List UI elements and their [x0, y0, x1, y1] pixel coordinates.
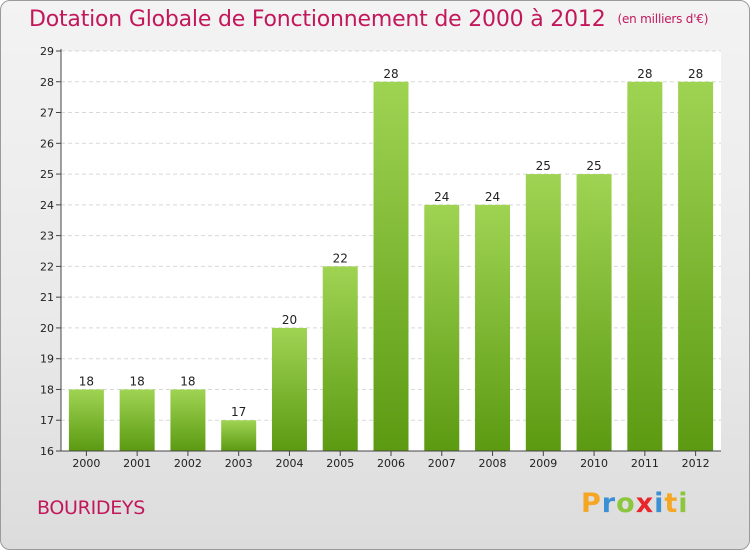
- bar[interactable]: [525, 174, 561, 452]
- data-label: 25: [536, 159, 551, 173]
- data-label: 22: [333, 251, 348, 265]
- x-tick-label: 2002: [174, 457, 202, 470]
- data-label: 18: [180, 374, 195, 388]
- logo-letter: t: [664, 488, 679, 519]
- data-label: 18: [79, 374, 94, 388]
- title-text: Dotation Globale de Fonctionnement de 20…: [29, 7, 606, 32]
- y-tick-label: 24: [40, 199, 54, 212]
- data-label: 24: [485, 190, 500, 204]
- y-tick-label: 22: [40, 260, 54, 273]
- data-label: 25: [586, 159, 601, 173]
- logo-letter: x: [635, 488, 655, 519]
- logo-letter: i: [678, 488, 689, 519]
- y-tick-label: 21: [40, 291, 54, 304]
- y-tick-label: 16: [40, 445, 54, 458]
- logo-letter: o: [616, 488, 636, 519]
- axes: [56, 49, 721, 456]
- commune-name: BOURIDEYS: [37, 497, 145, 519]
- bar[interactable]: [170, 389, 206, 451]
- bar[interactable]: [576, 174, 612, 452]
- bar[interactable]: [678, 81, 714, 452]
- bar[interactable]: [424, 204, 460, 451]
- logo-letter: i: [654, 488, 665, 519]
- bar[interactable]: [627, 81, 663, 452]
- x-tick-label: 2000: [72, 457, 100, 470]
- data-label: 28: [688, 67, 703, 81]
- data-label: 18: [130, 374, 145, 388]
- x-tick-label: 2005: [326, 457, 354, 470]
- y-tick-label: 26: [40, 137, 54, 150]
- x-tick-label: 2009: [529, 457, 557, 470]
- logo-letter: P: [581, 488, 602, 519]
- proxiti-logo[interactable]: Proxiti: [581, 488, 689, 519]
- x-tick-label: 2012: [682, 457, 710, 470]
- bar[interactable]: [271, 327, 307, 451]
- x-tick-label: 2008: [479, 457, 507, 470]
- chart-title: Dotation Globale de Fonctionnement de 20…: [29, 7, 708, 32]
- bar[interactable]: [322, 266, 358, 451]
- bar[interactable]: [221, 420, 257, 451]
- x-tick-label: 2010: [580, 457, 608, 470]
- x-tick-label: 2004: [275, 457, 303, 470]
- data-label: 28: [637, 67, 652, 81]
- logo-letter: r: [601, 488, 617, 519]
- data-label: 24: [434, 190, 449, 204]
- y-tick-label: 18: [40, 383, 54, 396]
- bars: [68, 81, 714, 452]
- y-tick-label: 19: [40, 353, 54, 366]
- y-tick-label: 17: [40, 414, 54, 427]
- y-tick-label: 23: [40, 230, 54, 243]
- bar[interactable]: [373, 81, 409, 452]
- bar[interactable]: [119, 389, 155, 451]
- bar[interactable]: [68, 389, 104, 451]
- data-label: 17: [231, 405, 246, 419]
- y-tick-label: 27: [40, 107, 54, 120]
- labels: 16 17 18 19 20 21 22 23 24 25 26 27 28 29 2000 18 2001 18…: [40, 45, 710, 470]
- x-tick-label: 2011: [631, 457, 659, 470]
- bar[interactable]: [475, 204, 511, 451]
- y-tick-label: 28: [40, 76, 54, 89]
- data-label: 20: [282, 313, 297, 327]
- x-tick-label: 2007: [428, 457, 456, 470]
- x-tick-label: 2003: [225, 457, 253, 470]
- data-label: 28: [383, 67, 398, 81]
- x-tick-label: 2006: [377, 457, 405, 470]
- x-tick-label: 2001: [123, 457, 151, 470]
- y-tick-label: 20: [40, 322, 54, 335]
- y-tick-label: 25: [40, 168, 54, 181]
- unit-label: (en milliers d'€): [617, 12, 709, 26]
- y-tick-label: 29: [40, 45, 54, 58]
